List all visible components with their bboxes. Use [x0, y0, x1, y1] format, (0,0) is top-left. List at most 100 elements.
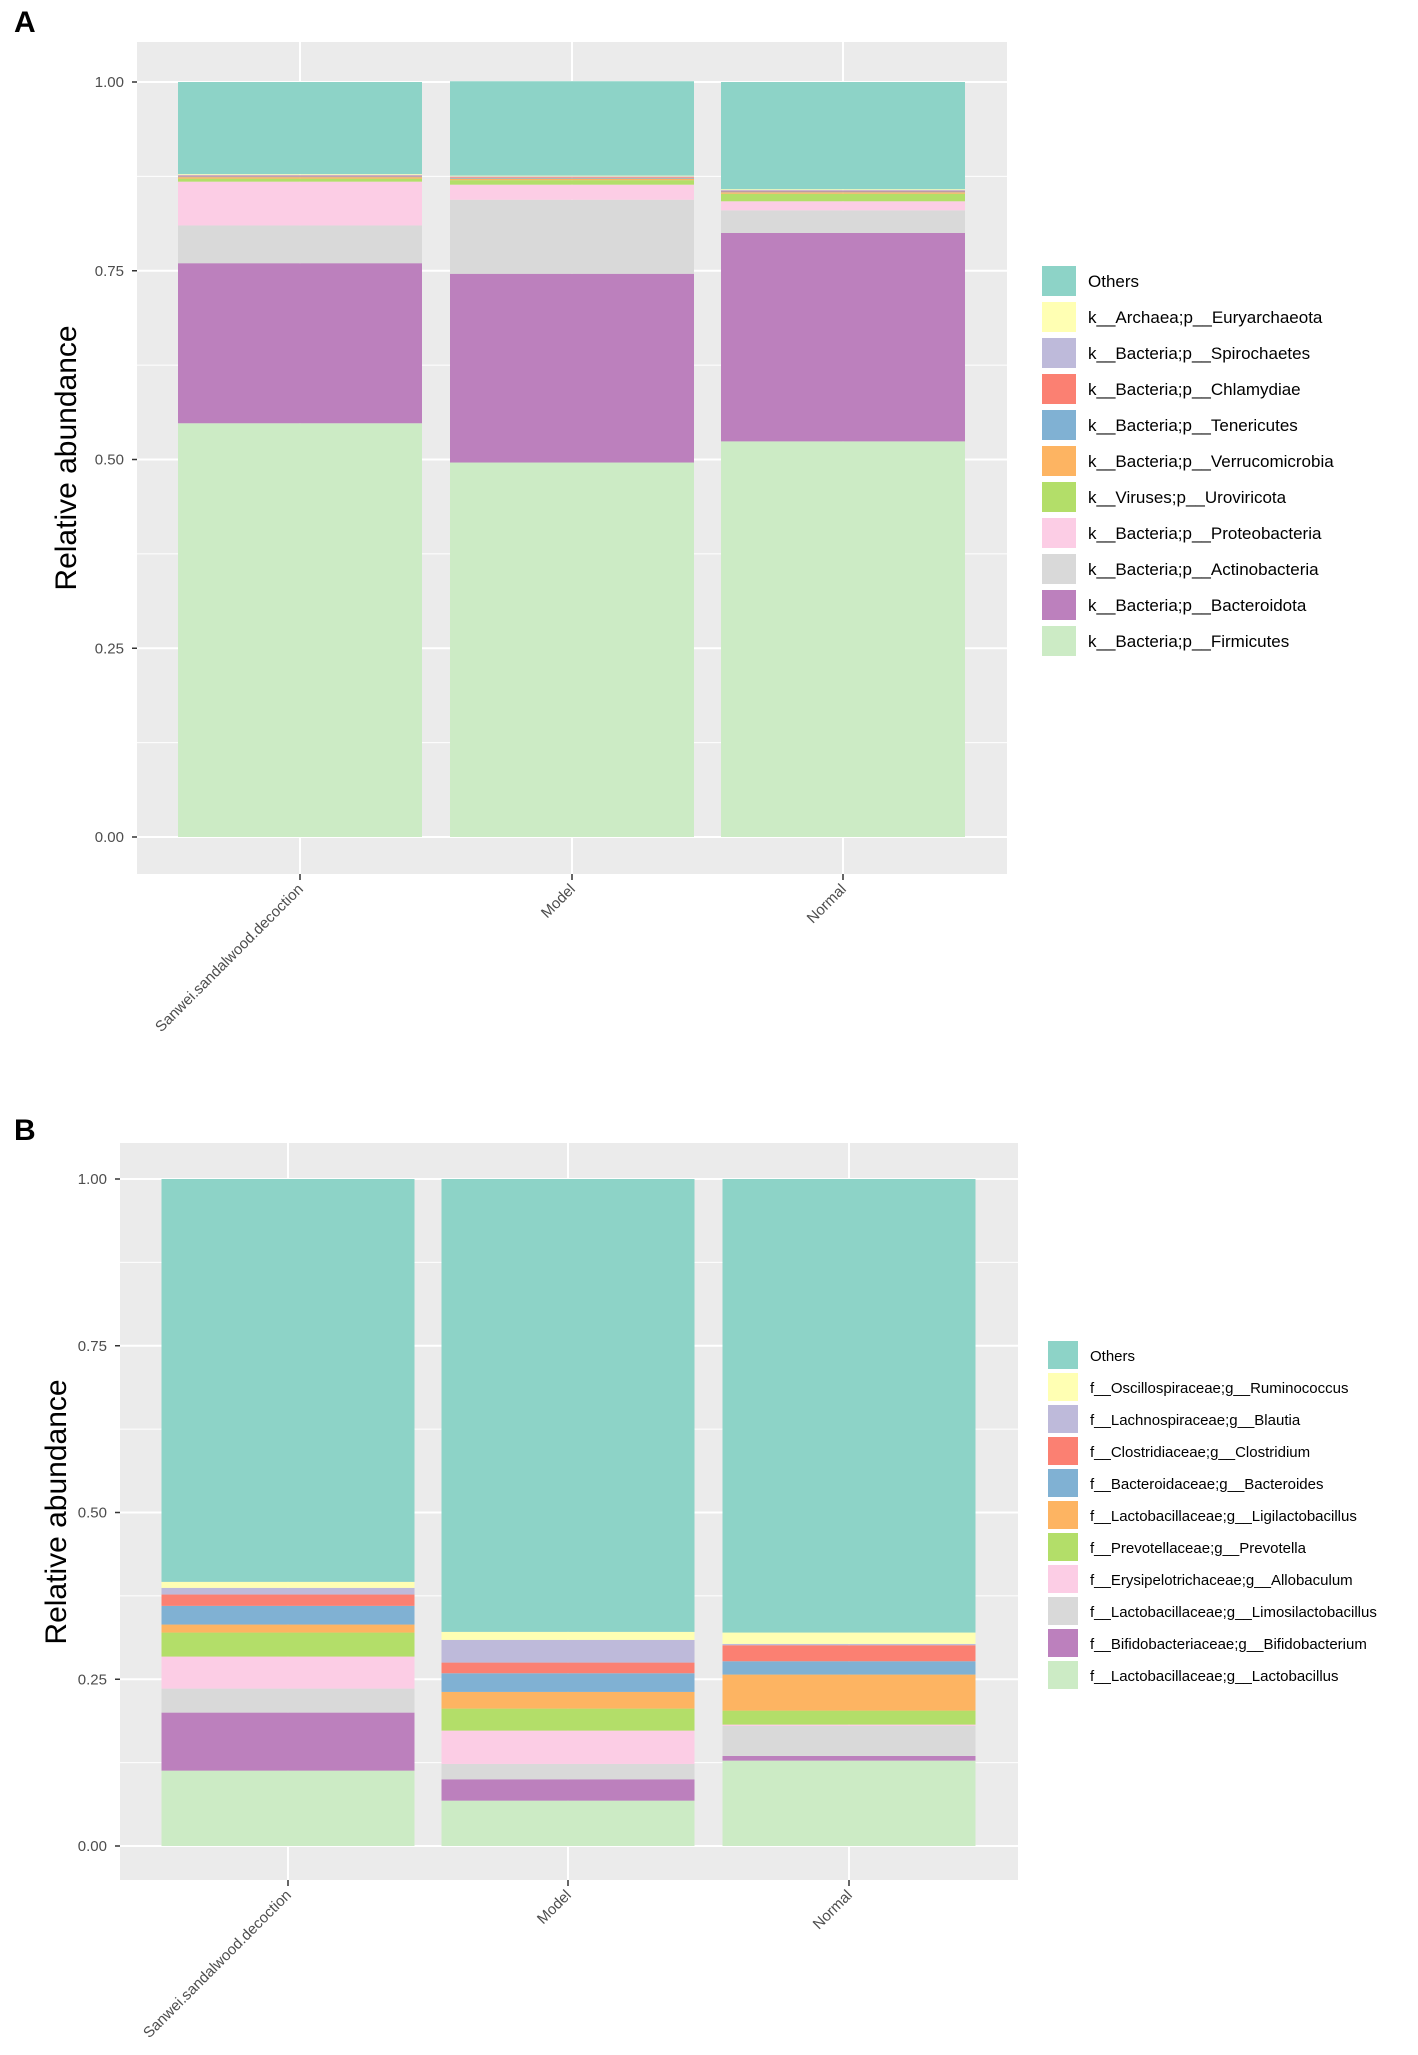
panel-a-bar-3-segment-9	[721, 189, 965, 191]
panel-a-bar-3-segment-2	[721, 233, 965, 442]
panel-a-legend-label: k__Bacteria;p__Firmicutes	[1088, 632, 1289, 651]
panel-b-legend-label: f__Lachnospiraceae;g__Blautia	[1090, 1412, 1301, 1429]
panel-b-bar-3-segment-1	[722, 1760, 976, 1846]
panel-b-bar-1-segment-5	[161, 1632, 415, 1657]
panel-a-legend-label: k__Bacteria;p__Bacteroidota	[1088, 596, 1307, 615]
panel-b-bar-2-segment-1	[441, 1800, 695, 1846]
panel-a-bar-1-segment-11	[178, 82, 422, 175]
panel-a-ytick-label: 0.25	[95, 640, 124, 657]
panel-b-legend-swatch	[1048, 1437, 1078, 1465]
panel-b-legend-swatch	[1048, 1469, 1078, 1497]
panel-b-legend-label: f__Erysipelotrichaceae;g__Allobaculum	[1090, 1572, 1353, 1589]
panel-b-ylabel: Relative abundance	[40, 1379, 73, 1644]
panel-a-legend-swatch	[1042, 302, 1076, 332]
panel-a-bar-2-segment-7	[450, 177, 694, 179]
panel-b-legend-swatch	[1048, 1405, 1078, 1433]
panel-a-ytick-label: 1.00	[95, 74, 124, 91]
panel-a-bar-1-segment-6	[178, 177, 422, 179]
panel-b-bar-3-segment-10	[722, 1632, 976, 1644]
panel-a-legend: Others k__Archaea;p__Euryarchaeota k__Bact…	[1042, 266, 1334, 656]
panel-a-bar-2-segment-3	[450, 199, 694, 274]
panel-a-bar-3-segment-5	[721, 193, 965, 202]
panel-a-bar-1-segment-1	[178, 423, 422, 837]
panel-a-bar-3-segment-8	[721, 190, 965, 192]
panel-b-bar-2-segment-2	[441, 1779, 695, 1801]
panel-b-bar-2-segment-6	[441, 1691, 695, 1709]
panel-a-ytick-label: 0.50	[95, 452, 124, 469]
panel-b-bar-3-segment-3	[722, 1725, 976, 1756]
panel-b-bar-1-segment-3	[161, 1688, 415, 1713]
panel-b-bar-3-segment-2	[722, 1755, 976, 1761]
panel-a-bar-2-segment-1	[450, 462, 694, 837]
panel-b-bar-1-segment-8	[161, 1594, 415, 1606]
panel-b-bar-3-segment-7	[722, 1661, 976, 1675]
panel-b-ytick-label: 1.00	[78, 1171, 107, 1188]
panel-a-legend-label: k__Bacteria;p__Chlamydiae	[1088, 380, 1301, 399]
panel-a-bar-1-segment-10	[178, 174, 422, 175]
panel-a-bar-3-segment-7	[721, 191, 965, 193]
panel-a-ylabel: Relative abundance	[50, 325, 83, 590]
panel-a-bar-2-segment-6	[450, 178, 694, 181]
panel-b-bar-3-segment-9	[722, 1643, 976, 1646]
panel-a-legend-swatch	[1042, 410, 1076, 440]
panel-b-bar-1-segment-9	[161, 1587, 415, 1595]
panel-a-ytick-label: 0.00	[95, 829, 124, 846]
panel-b-bar-1-segment-11	[161, 1179, 415, 1582]
panel-b-bar-1-segment-10	[161, 1581, 415, 1588]
panel-b-legend-label: f__Clostridiaceae;g__Clostridium	[1090, 1444, 1310, 1461]
panel-a-bar-2-segment-5	[450, 180, 694, 185]
panel-b-legend: Others f__Oscillospiraceae;g__Ruminococcu…	[1048, 1341, 1377, 1689]
panel-b-legend-label: f__Lactobacillaceae;g__Lactobacillus	[1090, 1668, 1339, 1685]
panel-b-legend-swatch	[1048, 1597, 1078, 1625]
panel-b-legend-swatch	[1048, 1661, 1078, 1689]
panel-a-legend-label: k__Bacteria;p__Proteobacteria	[1088, 524, 1322, 543]
panel-b-legend-swatch	[1048, 1373, 1078, 1401]
panel-b-bar-1-segment-1	[161, 1770, 415, 1846]
panel-a-bar-2-segment-11	[450, 81, 694, 176]
panel-b-category-label: Model	[534, 1887, 575, 1928]
panel-a-legend-swatch	[1042, 338, 1076, 368]
panel-a-bar-1-segment-2	[178, 263, 422, 424]
panel-b-bar-1-segment-4	[161, 1656, 415, 1689]
panel-a-legend-swatch	[1042, 626, 1076, 656]
panel-a-legend-label: Others	[1088, 272, 1139, 291]
panel-a-bar-2-segment-8	[450, 177, 694, 178]
panel-b-bar-3-segment-4	[722, 1724, 976, 1726]
panel-b-legend-swatch	[1048, 1501, 1078, 1529]
panel-b-category-label: Normal	[810, 1887, 856, 1933]
panel-a-letter: A	[14, 6, 36, 39]
panel-a-bar-1-segment-4	[178, 181, 422, 226]
chart-b: 0.00 0.25 0.50 0.75 1.00 Sanwei.sandalwood.de…	[40, 1143, 1377, 2042]
panel-a-bar-1-segment-7	[178, 176, 422, 178]
panel-a-legend-label: k__Bacteria;p__Tenericutes	[1088, 416, 1298, 435]
panel-a-bar-3-segment-3	[721, 210, 965, 233]
panel-a-bar-2-segment-2	[450, 273, 694, 463]
panel-a-bar-3-segment-6	[721, 192, 965, 194]
panel-b-bar-2-segment-9	[441, 1639, 695, 1663]
panel-a-legend-swatch	[1042, 266, 1076, 296]
panel-a-bar-1-segment-3	[178, 225, 422, 264]
panel-a-bar-1-segment-5	[178, 178, 422, 182]
panel-b-legend-swatch	[1048, 1565, 1078, 1593]
panel-b-legend-label: f__Bifidobacteriaceae;g__Bifidobacterium	[1090, 1636, 1367, 1653]
panel-a-category-label: Sanwei.sandalwood.decoction	[152, 881, 307, 1036]
panel-b-bar-2-segment-4	[441, 1730, 695, 1764]
panel-a-legend-label: k__Bacteria;p__Verrucomicrobia	[1088, 452, 1334, 471]
panel-b-bar-2-segment-7	[441, 1673, 695, 1692]
panel-b-legend-label: f__Oscillospiraceae;g__Ruminococcus	[1090, 1380, 1348, 1397]
panel-a-bar-3-segment-1	[721, 441, 965, 837]
panel-a-legend-swatch	[1042, 374, 1076, 404]
panel-b-letter: B	[14, 1114, 36, 1147]
panel-a-bar-2-segment-4	[450, 184, 694, 200]
panel-b-legend-swatch	[1048, 1533, 1078, 1561]
panel-b-category-label: Sanwei.sandalwood.decoction	[140, 1887, 295, 2042]
panel-b-bar-2-segment-5	[441, 1708, 695, 1731]
panel-b-legend-label: f__Prevotellaceae;g__Prevotella	[1090, 1540, 1307, 1557]
panel-a-category-label: Normal	[804, 881, 850, 927]
panel-b-legend-swatch	[1048, 1341, 1078, 1369]
panel-a-bar-3-segment-10	[721, 189, 965, 190]
panel-b-bar-1-segment-6	[161, 1624, 415, 1633]
panel-a-legend-label: k__Bacteria;p__Actinobacteria	[1088, 560, 1319, 579]
panel-a-bar-1-segment-8	[178, 175, 422, 177]
